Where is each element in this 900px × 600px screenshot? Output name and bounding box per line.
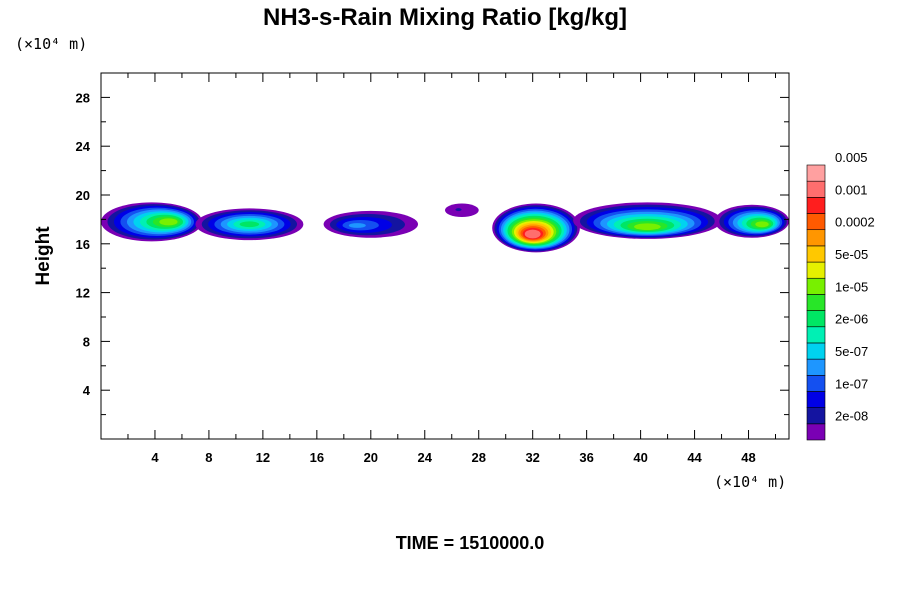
chart-title: NH3-s-Rain Mixing Ratio [kg/kg] xyxy=(263,4,627,31)
x-tick-label: 40 xyxy=(633,450,647,465)
y-tick-label: 16 xyxy=(76,237,90,252)
colorbar-label: 5e-07 xyxy=(835,344,868,359)
y-tick-label: 20 xyxy=(76,188,90,203)
x-tick-label: 8 xyxy=(205,450,212,465)
colorbar-swatch xyxy=(806,180,826,198)
field-feature xyxy=(195,208,304,241)
contour-level-band xyxy=(524,229,541,239)
contour-level-band xyxy=(455,208,462,212)
colorbar-swatch xyxy=(806,423,826,441)
contour-level-band xyxy=(159,218,178,226)
colorbar-label: 0.001 xyxy=(835,182,868,197)
colorbar-swatch xyxy=(806,294,826,311)
colorbar-swatch xyxy=(806,391,826,408)
colorbar-swatch xyxy=(806,245,826,263)
x-axis-unit: (×10⁴ m) xyxy=(714,473,786,491)
x-tick-label: 24 xyxy=(418,450,433,465)
colorbar-swatch xyxy=(806,261,826,279)
y-axis: 4 8 12 16 20 24 28 xyxy=(76,90,789,416)
field-feature xyxy=(101,202,203,242)
colorbar-swatch xyxy=(806,326,826,344)
colorbar-label: 2e-06 xyxy=(835,312,868,327)
y-tick-label: 8 xyxy=(83,334,90,349)
x-tick-label: 16 xyxy=(310,450,324,465)
field-feature xyxy=(445,203,479,217)
field-feature xyxy=(573,202,722,239)
field-feature xyxy=(323,210,419,238)
contour-level-band xyxy=(755,221,769,228)
colorbar-label: 0.0002 xyxy=(835,215,875,230)
colorbar-swatch xyxy=(806,374,826,392)
x-tick-label: 36 xyxy=(579,450,593,465)
contour-level-band xyxy=(633,223,661,231)
x-tick-label: 12 xyxy=(256,450,270,465)
plot-frame xyxy=(100,72,790,440)
contour-level-band xyxy=(348,223,366,228)
y-tick-label: 24 xyxy=(76,139,91,154)
field-feature xyxy=(714,204,789,238)
y-tick-label: 28 xyxy=(76,90,90,105)
x-tick-label: 20 xyxy=(364,450,378,465)
y-axis-title: Height xyxy=(33,226,54,286)
colorbar-swatch xyxy=(806,277,826,295)
colorbar: 2e-08 1e-07 5e-07 2e-06 1e-05 5e-05 0.0002 0.00… xyxy=(806,150,875,441)
colorbar-label: 1e-05 xyxy=(835,279,868,294)
x-tick-label: 28 xyxy=(471,450,485,465)
colorbar-swatch xyxy=(806,197,826,214)
colorbar-swatch xyxy=(806,213,826,231)
contour-level-band xyxy=(445,203,479,217)
field-feature xyxy=(492,203,580,253)
x-tick-label: 48 xyxy=(741,450,755,465)
colorbar-swatch xyxy=(806,229,826,247)
time-label: TIME = 1510000.0 xyxy=(396,533,545,553)
y-tick-label: 12 xyxy=(76,286,90,301)
colorbar-swatch xyxy=(806,310,826,328)
colorbar-label: 5e-05 xyxy=(835,247,868,262)
y-tick-label: 4 xyxy=(83,383,91,398)
x-tick-label: 4 xyxy=(151,450,159,465)
colorbar-label: 1e-07 xyxy=(835,376,868,391)
colorbar-label: 2e-08 xyxy=(835,409,868,424)
colorbar-label: 0.005 xyxy=(835,150,868,165)
colorbar-swatch xyxy=(806,407,826,425)
colorbar-swatch xyxy=(806,342,826,360)
colorbar-swatch xyxy=(806,358,826,376)
colorbar-swatch xyxy=(806,164,826,182)
x-tick-label: 44 xyxy=(687,450,702,465)
x-axis: 4 8 12 16 20 24 28 32 36 40 44 48 xyxy=(127,73,777,465)
contour-level-band xyxy=(239,221,260,228)
mixing-ratio-field xyxy=(101,202,789,253)
y-axis-unit: (×10⁴ m) xyxy=(15,35,87,53)
x-tick-label: 32 xyxy=(525,450,539,465)
